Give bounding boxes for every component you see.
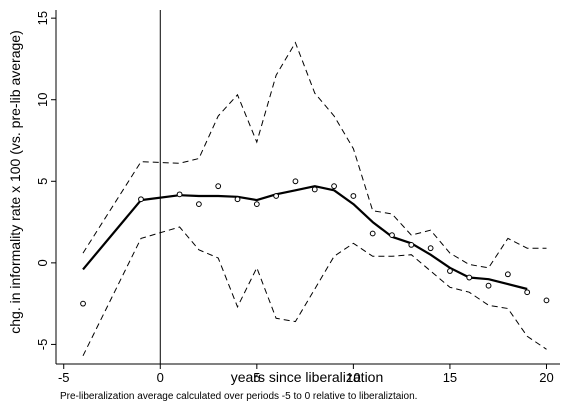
- fitted-line: [82, 185, 528, 291]
- data-point: [408, 242, 415, 248]
- x-tick-label: 10: [346, 370, 360, 385]
- data-point: [369, 230, 376, 237]
- x-tick-label: -5: [58, 370, 70, 385]
- data-point: [292, 178, 299, 185]
- x-tick-label: 15: [443, 370, 457, 385]
- data-point: [253, 201, 260, 208]
- data-point: [485, 282, 492, 289]
- data-point: [195, 201, 202, 208]
- x-tick-label: 5: [253, 370, 260, 385]
- data-point: [524, 289, 531, 296]
- y-tick-label: 10: [35, 92, 50, 106]
- data-point: [273, 193, 280, 199]
- x-axis-title: years since liberalization: [231, 369, 384, 385]
- x-tick-label: 0: [157, 370, 164, 385]
- data-point: [447, 268, 453, 274]
- data-point: [311, 186, 318, 193]
- chart-note: Pre-liberalization average calculated ov…: [60, 391, 417, 402]
- data-point: [215, 183, 222, 190]
- lower-confidence-band: [82, 226, 547, 357]
- data-point: [389, 232, 395, 239]
- y-tick-label: 0: [35, 259, 50, 266]
- y-tick-label: -5: [35, 339, 50, 351]
- data-point: [80, 300, 86, 307]
- data-point: [176, 191, 183, 198]
- upper-confidence-band: [82, 41, 547, 269]
- data-point: [543, 297, 550, 304]
- data-point: [427, 245, 434, 252]
- data-point: [466, 274, 473, 281]
- data-point: [138, 196, 144, 203]
- data-point: [234, 196, 241, 203]
- data-point: [350, 193, 357, 199]
- x-tick-label: 20: [539, 370, 553, 385]
- data-point: [504, 271, 511, 278]
- y-tick-label: 5: [35, 178, 50, 185]
- data-point: [331, 183, 337, 190]
- y-axis-title: chg. in informality rate x 100 (vs. pre-…: [7, 30, 23, 333]
- y-tick-label: 15: [35, 11, 50, 25]
